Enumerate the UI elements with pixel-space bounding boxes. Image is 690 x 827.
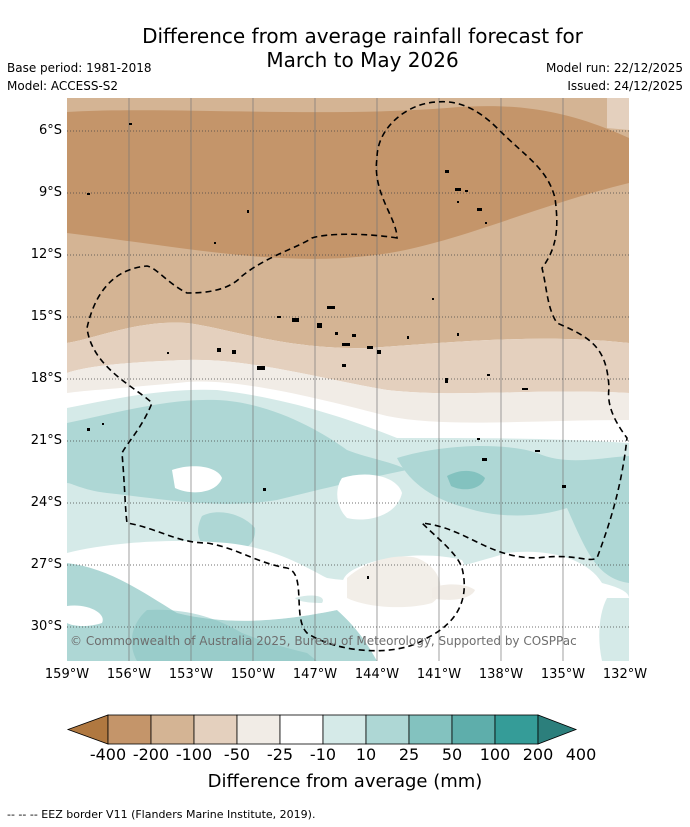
issued-date: Issued: 24/12/2025 [567, 79, 683, 93]
colorbar-tick: 100 [479, 745, 511, 764]
colorbar-tick: 200 [522, 745, 554, 764]
lon-label: 141°W [416, 667, 462, 682]
colorbar-cell [279, 714, 324, 745]
title-line-2: March to May 2026 [266, 48, 459, 72]
colorbar-tick: -25 [266, 745, 294, 764]
lon-label: 147°W [292, 667, 338, 682]
colorbar-cell [150, 714, 195, 745]
colorbar-tick: 25 [398, 745, 420, 764]
colorbar-cell [236, 714, 281, 745]
colorbar-arrow-low [66, 714, 109, 745]
colorbar-tick: -10 [309, 745, 337, 764]
colorbar-cell [107, 714, 152, 745]
colorbar-cell [451, 714, 496, 745]
rainfall-map [67, 98, 629, 661]
colorbar-label: Difference from average (mm) [207, 771, 483, 792]
colorbar-tick: -400 [89, 745, 127, 764]
colorbar-arrow-high [537, 714, 578, 745]
lon-label: 156°W [106, 667, 152, 682]
lat-label: 12°S [30, 247, 62, 262]
meta-right: Model run: 22/12/2025 Issued: 24/12/2025 [546, 59, 683, 95]
model-name: Model: ACCESS-S2 [7, 79, 119, 93]
lat-label: 21°S [30, 433, 62, 448]
lat-label: 9°S [38, 185, 62, 200]
colorbar-cell [365, 714, 410, 745]
lon-label: 138°W [478, 667, 524, 682]
colorbar-tick: -200 [132, 745, 170, 764]
colorbar-cells [66, 714, 578, 745]
lon-label: 135°W [540, 667, 586, 682]
lat-label: 30°S [30, 619, 62, 634]
lat-label: 24°S [30, 495, 62, 510]
colorbar-cell [408, 714, 453, 745]
colorbar-tick: 50 [441, 745, 463, 764]
base-period: Base period: 1981-2018 [7, 61, 152, 75]
colorbar-tick: -100 [175, 745, 213, 764]
lat-label: 27°S [30, 557, 62, 572]
footer-note: -- -- -- EEZ border V11 (Flanders Marine… [7, 808, 316, 821]
lat-label: 6°S [38, 123, 62, 138]
lon-label: 159°W [44, 667, 90, 682]
lon-label: 132°W [602, 667, 648, 682]
lon-label: 144°W [354, 667, 400, 682]
colorbar-tick: 400 [565, 745, 597, 764]
meta-left: Base period: 1981-2018 Model: ACCESS-S2 [7, 59, 152, 95]
colorbar-cell [494, 714, 539, 745]
colorbar-cell [193, 714, 238, 745]
model-run: Model run: 22/12/2025 [545, 61, 683, 75]
copyright-note: © Commonwealth of Australia 2025, Bureau… [70, 634, 577, 648]
colorbar-cell [322, 714, 367, 745]
colorbar [66, 714, 578, 745]
lat-label: 18°S [30, 371, 62, 386]
lon-label: 150°W [230, 667, 276, 682]
lon-label: 153°W [168, 667, 214, 682]
colorbar-tick: -50 [223, 745, 251, 764]
colorbar-tick: 10 [355, 745, 377, 764]
lat-label: 15°S [30, 309, 62, 324]
title-line-1: Difference from average rainfall forecas… [142, 24, 583, 48]
map-title: Difference from average rainfall forecas… [0, 24, 690, 72]
